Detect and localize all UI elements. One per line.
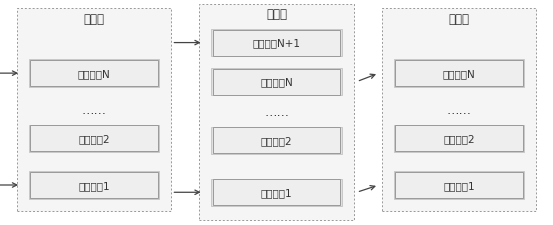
Bar	[211, 69, 342, 96]
Text: 流程栈: 流程栈	[84, 13, 105, 26]
Text: ……: ……	[264, 106, 289, 119]
Bar	[395, 172, 523, 198]
Text: 流程栈: 流程栈	[266, 8, 287, 21]
Bar	[30, 126, 158, 152]
Bar	[394, 60, 524, 87]
Text: ……: ……	[446, 104, 472, 117]
Bar	[213, 30, 340, 56]
Bar	[29, 60, 159, 87]
Text: 事件节点N: 事件节点N	[260, 77, 293, 87]
Bar	[395, 126, 523, 152]
Bar	[30, 172, 158, 198]
Bar	[213, 69, 340, 95]
Text: 事件节点1: 事件节点1	[260, 187, 293, 197]
Bar	[29, 171, 159, 199]
Bar	[395, 61, 523, 87]
Polygon shape	[17, 9, 171, 211]
Text: ……: ……	[81, 104, 107, 117]
Bar	[29, 125, 159, 152]
Text: 事件节点2: 事件节点2	[443, 134, 475, 144]
Bar	[213, 180, 340, 205]
Polygon shape	[382, 9, 536, 211]
Text: 事件节点N: 事件节点N	[442, 69, 476, 79]
Bar	[213, 128, 340, 153]
Bar	[394, 171, 524, 199]
Text: 事件节点2: 事件节点2	[78, 134, 110, 144]
Text: 事件节点1: 事件节点1	[443, 180, 475, 190]
Bar	[211, 127, 342, 154]
Polygon shape	[199, 4, 354, 220]
Text: 流程栈: 流程栈	[448, 13, 469, 26]
Bar	[211, 179, 342, 206]
Text: 事件节点N: 事件节点N	[77, 69, 111, 79]
Text: 事件节点N+1: 事件节点N+1	[253, 38, 300, 48]
Bar	[30, 61, 158, 87]
Text: 事件节点2: 事件节点2	[260, 136, 293, 146]
Bar	[394, 125, 524, 152]
Text: 事件节点1: 事件节点1	[78, 180, 110, 190]
Bar	[211, 30, 342, 57]
